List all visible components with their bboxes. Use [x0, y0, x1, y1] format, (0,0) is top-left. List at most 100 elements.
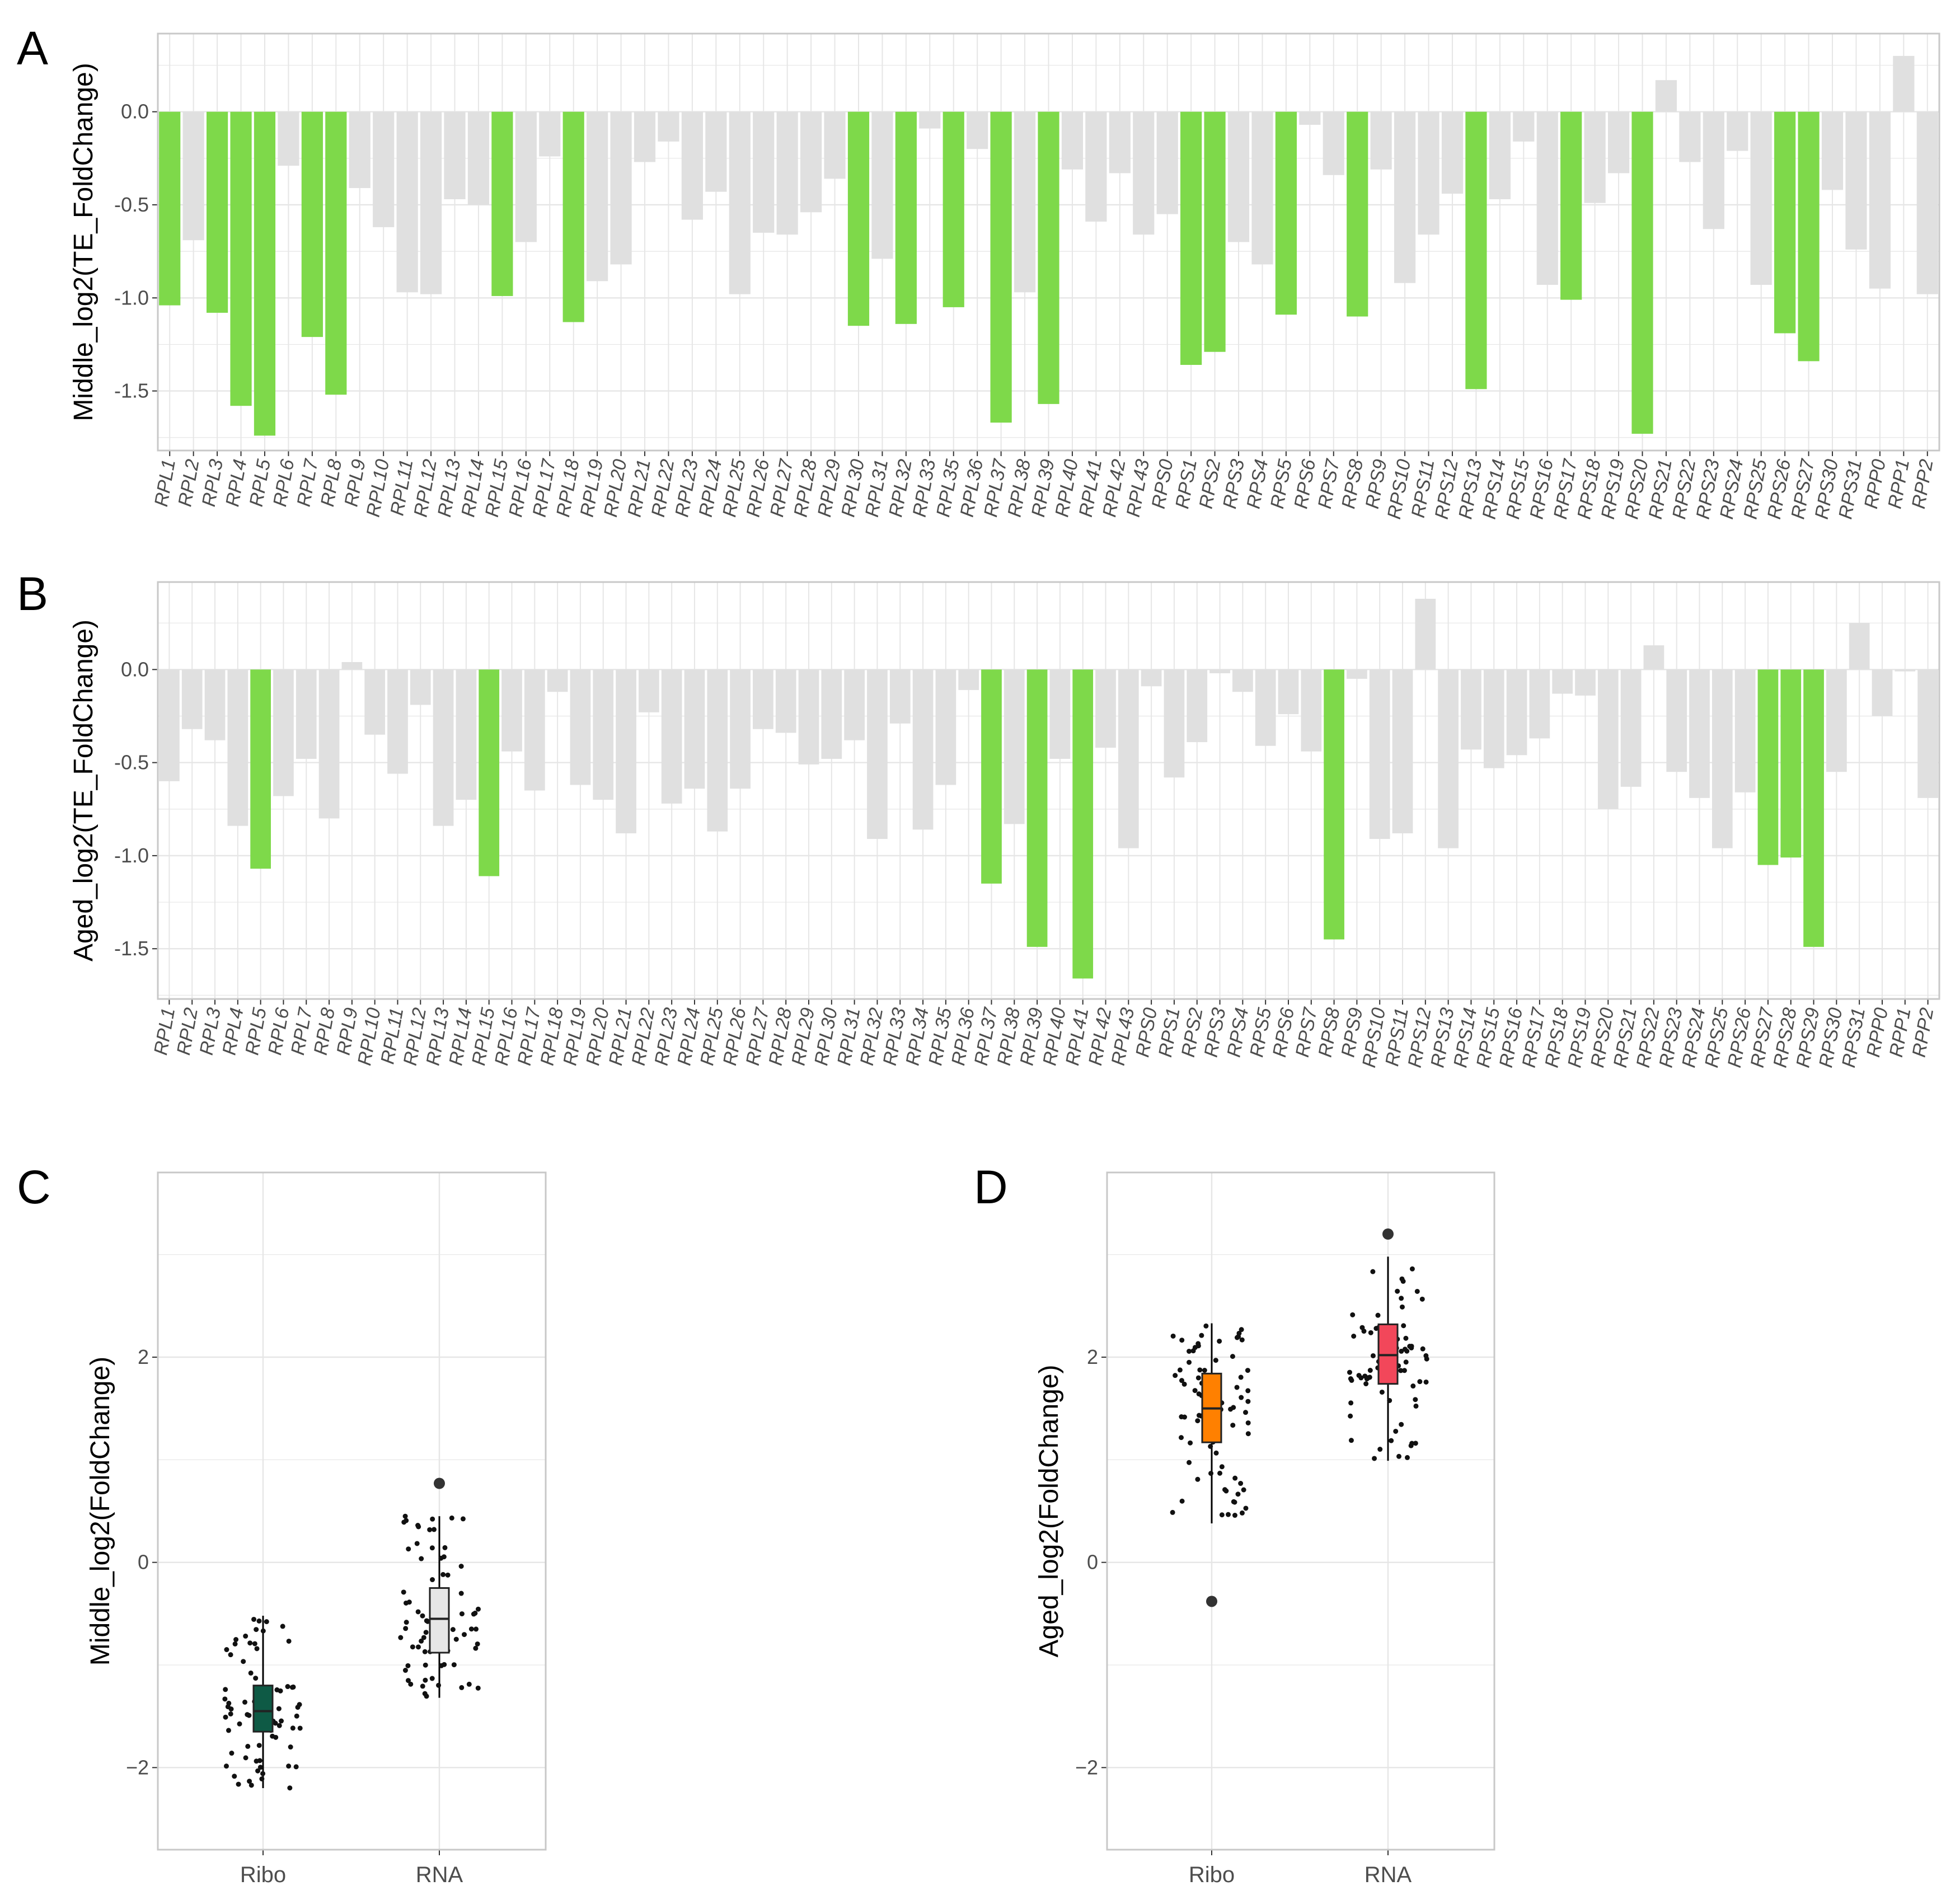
jitter-point-ribo: [290, 1725, 296, 1731]
bar-rpl12: [420, 111, 442, 294]
jitter-point-ribo: [1226, 1512, 1231, 1517]
jitter-point-ribo: [278, 1688, 283, 1694]
jitter-point-ribo: [1179, 1414, 1184, 1420]
jitter-point-ribo: [247, 1640, 253, 1646]
jitter-point-rna: [420, 1683, 425, 1689]
jitter-point-ribo: [233, 1637, 239, 1643]
jitter-point-rna: [401, 1519, 407, 1525]
outlier-point-rna: [434, 1477, 445, 1489]
plot-background: [158, 582, 1939, 999]
chart-panel-c: 2 0 −2 Middle_log2(FoldChange) Ribo RNA: [86, 1171, 547, 1887]
jitter-point-rna: [1367, 1368, 1373, 1373]
bar-rps2: [1204, 111, 1226, 352]
jitter-point-ribo: [1230, 1423, 1236, 1428]
bar-rpl5: [254, 111, 276, 436]
jitter-point-ribo: [1208, 1443, 1213, 1449]
jitter-point-rna: [1395, 1288, 1400, 1294]
jitter-point-ribo: [224, 1647, 229, 1653]
bar-rpl28: [775, 669, 796, 733]
jitter-point-rna: [468, 1626, 474, 1632]
jitter-point-rna: [1410, 1383, 1416, 1389]
bar-rps22: [1679, 111, 1701, 162]
bar-rps27: [1757, 669, 1779, 865]
bar-rps1: [1180, 111, 1202, 365]
y-tick-label: -1.0: [114, 844, 149, 867]
bar-rpl30: [847, 111, 870, 326]
jitter-point-ribo: [253, 1676, 259, 1681]
jitter-point-ribo: [257, 1765, 263, 1770]
jitter-point-rna: [1396, 1453, 1402, 1459]
jitter-point-rna: [459, 1611, 465, 1617]
bar-rpp2: [1917, 669, 1938, 798]
panel-letter-c: C: [17, 1161, 51, 1213]
chart-panel-d: 2 0 −2 Aged_log2(FoldChange) Ribo RNA: [1034, 1171, 1495, 1887]
jitter-point-ribo: [248, 1670, 254, 1676]
jitter-point-ribo: [241, 1659, 246, 1664]
bar-rpl1: [159, 111, 181, 306]
jitter-point-rna: [430, 1516, 435, 1522]
jitter-point-rna: [430, 1577, 435, 1583]
bar-rps13: [1438, 669, 1459, 848]
bar-rpl41: [1072, 669, 1094, 979]
bar-rps14: [1489, 111, 1511, 200]
bar-rpl17: [539, 111, 561, 157]
jitter-point-rna: [429, 1676, 435, 1681]
jitter-point-ribo: [260, 1771, 266, 1776]
box-ribo: [252, 1685, 274, 1733]
jitter-point-ribo: [242, 1699, 248, 1705]
jitter-point-rna: [402, 1513, 408, 1519]
jitter-point-ribo: [286, 1763, 292, 1769]
jitter-point-rna: [445, 1572, 451, 1578]
y-axis-title: Aged_log2(FoldChange): [1034, 1364, 1064, 1657]
plot-frame: [157, 32, 1940, 452]
bar-rpl4: [227, 669, 248, 826]
chart-panel-b: 0.0-0.5-1.0-1.5Aged_log2(TE_FoldChange)R…: [69, 581, 1940, 1069]
jitter-point-rna: [424, 1694, 429, 1699]
bar-rpl18: [562, 111, 584, 322]
jitter-point-rna: [415, 1644, 421, 1650]
bar-rpl23: [681, 111, 703, 220]
jitter-point-rna: [1405, 1455, 1410, 1460]
jitter-point-ribo: [223, 1687, 228, 1692]
jitter-point-ribo: [1181, 1381, 1187, 1387]
jitter-point-rna: [1404, 1348, 1410, 1354]
bar-rpl8: [318, 669, 340, 819]
bar-rpl40: [1049, 669, 1071, 759]
bar-rpl42: [1109, 111, 1131, 173]
jitter-point-ribo: [1230, 1354, 1235, 1359]
bar-rps9: [1370, 111, 1392, 170]
jitter-point-rna: [405, 1663, 411, 1668]
bar-rps5: [1255, 669, 1276, 746]
bar-rpl22: [658, 111, 679, 142]
jitter-point-ribo: [1219, 1512, 1225, 1518]
panel-letter-d: D: [974, 1161, 1008, 1213]
bar-rpp1: [1895, 669, 1916, 672]
bar-rpl12: [410, 669, 431, 705]
jitter-point-rna: [423, 1662, 428, 1668]
y-tick-label: 0.0: [121, 100, 149, 123]
bar-rpl43: [1133, 111, 1155, 235]
jitter-point-rna: [1368, 1330, 1373, 1335]
jitter-point-rna: [410, 1644, 415, 1650]
bar-rps15: [1513, 111, 1535, 142]
jitter-point-ribo: [289, 1685, 295, 1690]
jitter-point-ribo: [1197, 1367, 1203, 1373]
plot-background: [158, 1172, 546, 1850]
jitter-point-ribo: [1173, 1373, 1178, 1378]
bar-rpp0: [1869, 111, 1891, 289]
jitter-point-rna: [449, 1515, 454, 1521]
bar-rpl16: [501, 669, 522, 752]
jitter-point-rna: [423, 1677, 428, 1683]
bar-rpl23: [661, 669, 682, 804]
jitter-point-rna: [1351, 1333, 1357, 1339]
jitter-point-ribo: [1179, 1498, 1185, 1504]
chart-panel-a: 0.0 -0.5 -1.0 -1.5 Middle_log2(TE_FoldChange…: [69, 32, 1940, 520]
plot-frame: [1106, 1171, 1495, 1851]
jitter-point-rna: [1361, 1329, 1367, 1334]
jitter-point-rna: [1419, 1296, 1425, 1302]
jitter-point-rna: [1403, 1335, 1409, 1341]
jitter-point-rna: [424, 1618, 429, 1624]
jitter-point-ribo: [286, 1638, 292, 1644]
jitter-point-rna: [1417, 1379, 1423, 1385]
